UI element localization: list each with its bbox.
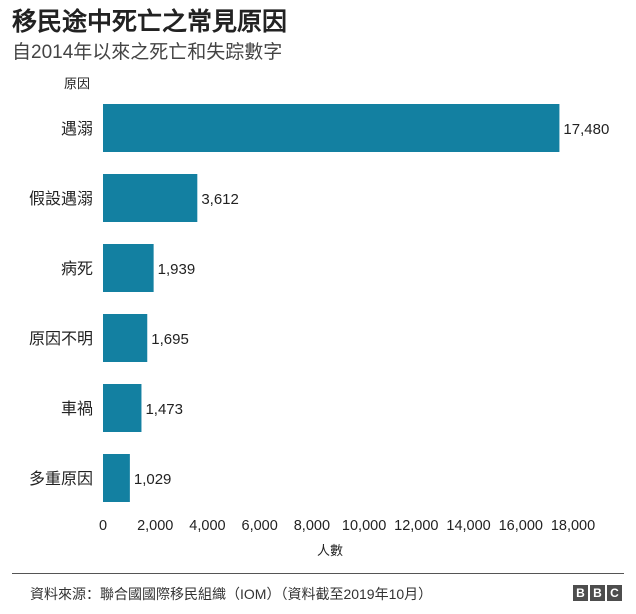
- x-tick-label-2: 4,000: [189, 518, 225, 534]
- x-tick-label-7: 14,000: [446, 518, 490, 534]
- bar-1: [103, 174, 198, 222]
- value-label-4: 1,473: [145, 401, 183, 418]
- x-tick-label-4: 8,000: [294, 518, 330, 534]
- x-tick-label-9: 18,000: [551, 518, 595, 534]
- value-label-3: 1,695: [151, 331, 189, 348]
- bar-0: [103, 104, 560, 152]
- y-axis-title: 原因: [64, 76, 90, 91]
- x-tick-label-3: 6,000: [242, 518, 278, 534]
- footer-divider: [12, 573, 624, 574]
- x-tick-label-5: 10,000: [342, 518, 386, 534]
- chart-title: 移民途中死亡之常見原因: [12, 8, 288, 36]
- category-label-0: 遇溺: [61, 120, 93, 138]
- category-label-1: 假設遇溺: [29, 190, 93, 208]
- value-label-5: 1,029: [134, 471, 172, 488]
- bbc-logo-block-3: C: [607, 585, 622, 601]
- chart-subtitle: 自2014年以來之死亡和失踪數字: [12, 42, 283, 63]
- category-label-5: 多重原因: [29, 470, 93, 488]
- bar-4: [103, 384, 142, 432]
- bar-2: [103, 244, 154, 292]
- category-label-3: 原因不明: [29, 330, 93, 348]
- source-note: 資料來源：聯合國國際移民組織（IOM）（資料截至2019年10月）: [30, 586, 433, 602]
- category-label-4: 車禍: [61, 400, 93, 418]
- value-label-0: 17,480: [563, 121, 609, 138]
- bar-3: [103, 314, 148, 362]
- bbc-logo-block-2: B: [590, 585, 605, 601]
- x-axis-title: 人數: [317, 543, 343, 558]
- x-tick-label-8: 16,000: [499, 518, 543, 534]
- bar-5: [103, 454, 130, 502]
- x-tick-label-0: 0: [99, 518, 107, 534]
- category-label-2: 病死: [61, 260, 93, 278]
- x-tick-label-1: 2,000: [137, 518, 173, 534]
- bbc-logo-block-1: B: [573, 585, 588, 601]
- x-tick-label-6: 12,000: [394, 518, 438, 534]
- bbc-logo: B B C: [573, 585, 622, 601]
- value-label-1: 3,612: [201, 191, 239, 208]
- value-label-2: 1,939: [158, 261, 196, 278]
